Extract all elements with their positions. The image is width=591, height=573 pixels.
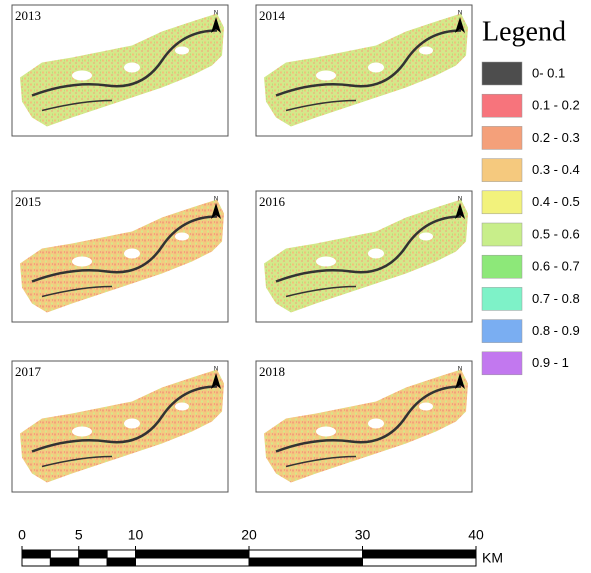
legend-swatch: [482, 62, 522, 85]
legend-label: 0.2 - 0.3: [532, 130, 580, 145]
legend-swatch: [482, 126, 522, 149]
scale-bar: 0 5 10 20 30 40 KM: [18, 527, 503, 566]
legend-swatch: [482, 320, 522, 343]
north-label: N: [214, 11, 218, 17]
panel-year: 2013: [15, 8, 41, 23]
scale-label: 20: [241, 527, 257, 543]
legend-swatch: [482, 159, 522, 182]
legend-swatch: [482, 223, 522, 246]
scale-label: 40: [468, 527, 484, 543]
north-label: N: [458, 197, 462, 203]
scale-segment: [136, 558, 250, 566]
map-panel: 2018 N: [256, 361, 472, 492]
scale-segment: [363, 550, 477, 558]
panel-year: 2017: [15, 364, 42, 379]
scale-segment: [249, 558, 363, 566]
panel-year: 2015: [15, 194, 41, 209]
scale-label: 30: [355, 527, 371, 543]
scale-segment: [22, 558, 50, 566]
scale-segment: [22, 550, 50, 558]
panel-year: 2014: [259, 8, 286, 23]
legend-label: 0.3 - 0.4: [532, 162, 580, 177]
legend-label: 0.7 - 0.8: [532, 291, 580, 306]
scale-label: 0: [18, 527, 26, 543]
north-label: N: [214, 367, 218, 373]
scale-segment: [79, 550, 107, 558]
scale-label: 10: [128, 527, 144, 543]
panel-year: 2016: [259, 194, 286, 209]
legend-label: 0.9 - 1: [532, 355, 569, 370]
scale-segment: [50, 558, 78, 566]
legend-swatch: [482, 287, 522, 310]
north-label: N: [458, 367, 462, 373]
north-label: N: [458, 11, 462, 17]
legend-label: 0.8 - 0.9: [532, 323, 580, 338]
legend-label: 0.6 - 0.7: [532, 259, 580, 274]
scale-unit: KM: [482, 550, 503, 566]
legend-title: Legend: [482, 16, 566, 47]
legend-swatch: [482, 352, 522, 375]
scale-segment: [249, 550, 363, 558]
scale-segment: [107, 550, 135, 558]
scale-segment: [50, 550, 78, 558]
north-label: N: [214, 197, 218, 203]
legend: Legend 0- 0.1 0.1 - 0.2 0.2 - 0.3 0.3 - 0.4…: [482, 16, 580, 374]
figure: 2013 N 2014 N 2015 N 2016 N 2017 N 2018 N Legend 0-…: [0, 0, 591, 568]
map-panel: 2015 N: [12, 191, 228, 322]
legend-label: 0.4 - 0.5: [532, 194, 580, 209]
map-panel: 2017 N: [12, 361, 228, 492]
map-panel: 2014 N: [256, 5, 472, 136]
panels: 2013 N 2014 N 2015 N 2016 N 2017 N 2018 N: [12, 5, 472, 492]
scale-label: 5: [75, 527, 83, 543]
legend-swatch: [482, 191, 522, 214]
scale-segment: [107, 558, 135, 566]
legend-swatch: [482, 255, 522, 278]
legend-label: 0.5 - 0.6: [532, 226, 580, 241]
legend-swatch: [482, 94, 522, 117]
map-panel: 2016 N: [256, 191, 472, 322]
map-panel: 2013 N: [12, 5, 228, 136]
scale-segment: [136, 550, 250, 558]
panel-year: 2018: [259, 364, 285, 379]
scale-segment: [79, 558, 107, 566]
legend-label: 0.1 - 0.2: [532, 98, 580, 113]
scale-segment: [363, 558, 477, 566]
legend-label: 0- 0.1: [532, 65, 565, 80]
